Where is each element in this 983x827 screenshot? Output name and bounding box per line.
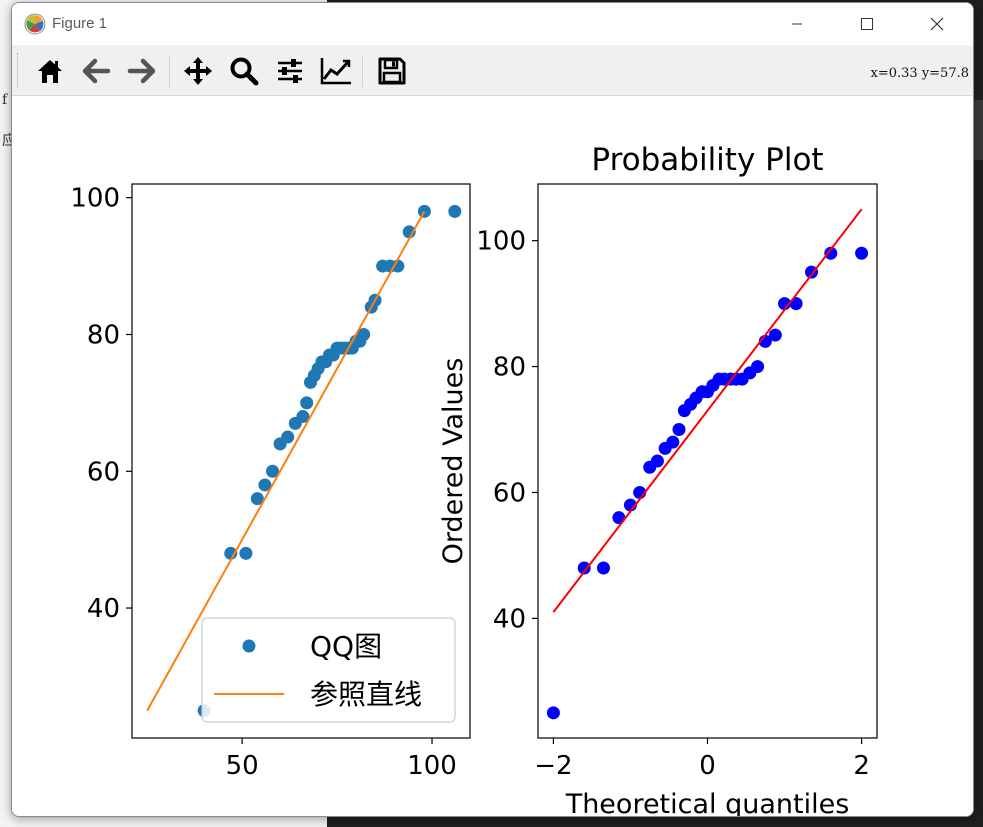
y-tick-label: 40 [493,604,526,634]
minimize-icon [792,23,802,25]
title-bar[interactable]: Figure 1 [12,3,973,45]
home-icon [38,60,62,83]
data-point [281,430,295,444]
y-tick-label: 100 [476,227,526,257]
data-point [266,464,280,478]
series-line [552,208,863,613]
configure-subplots-button[interactable] [273,54,307,88]
data-point [448,204,462,218]
line-chart-icon [320,58,351,85]
data-point [596,561,610,575]
x-tick-label: 50 [226,751,259,781]
y-tick-label: 60 [493,478,526,508]
legend-entry-label: QQ图 [310,630,382,663]
forward-button[interactable] [125,54,159,88]
x-tick-label: −2 [534,751,572,781]
minimize-button[interactable] [774,3,820,45]
chart-title: Probability Plot [591,142,823,178]
y-tick-label: 100 [70,184,120,214]
legend-marker-swatch [242,639,256,653]
magnifier-icon [230,57,259,86]
maximize-icon [861,18,873,30]
data-point [357,327,371,341]
edit-axes-button[interactable] [319,54,353,88]
data-point [300,396,314,410]
y-tick-label: 80 [87,320,120,350]
series-line [146,210,426,712]
toolbar-separator [169,55,170,87]
back-button[interactable] [79,54,113,88]
maximize-button[interactable] [844,3,890,45]
data-point [612,511,626,525]
axes-frame [131,183,471,739]
data-point [768,328,782,342]
axes-2 [532,183,878,744]
y-tick-label: 40 [87,594,120,624]
y-tick-label: 60 [87,457,120,487]
data-point [577,561,591,575]
x-tick-label: 2 [853,751,870,781]
x-tick-label: 0 [699,751,716,781]
matplotlib-logo-icon [24,13,46,35]
data-point [789,297,803,311]
cursor-coordinates: x=0.33 y=57.8 [870,66,969,81]
x-axis-label: Theoretical quantiles [565,789,850,816]
y-tick-label: 80 [493,353,526,383]
data-point [391,259,405,273]
zoom-button[interactable] [227,54,261,88]
background-text-fragment: f [2,92,8,108]
move-icon [184,57,212,85]
toolbar-separator [362,55,363,87]
close-icon [930,17,944,31]
save-button[interactable] [375,54,409,88]
data-point [258,478,272,492]
data-point [672,423,686,437]
data-point [546,706,560,720]
data-point [296,410,310,424]
data-point [824,246,838,260]
data-point [402,225,416,239]
x-tick-label: 100 [407,751,457,781]
home-button[interactable] [33,54,67,88]
pan-button[interactable] [181,54,215,88]
data-point [239,546,253,560]
figure-canvas[interactable]: 50 100 40 60 80 100 QQ图参照直线 −2 0 2 40 60 80 100 Probab… [12,96,973,816]
floppy-disk-icon [378,57,406,85]
data-point [666,435,680,449]
close-button[interactable] [914,3,960,45]
data-point [855,246,869,260]
legend [201,617,456,723]
window-title: Figure 1 [52,15,108,32]
axes-frame [537,183,878,739]
axes-1 [126,183,471,744]
sliders-icon [278,59,302,83]
data-point [224,546,238,560]
arrow-right-icon [127,58,156,84]
data-point [751,360,765,374]
legend-entry-label: 参照直线 [310,678,422,711]
legend-frame [201,617,456,723]
navigation-toolbar: x=0.33 y=57.8 [12,45,973,96]
figure-window: Figure 1 [11,2,974,817]
data-point [650,454,664,468]
y-axis-label: Ordered Values [438,358,469,565]
arrow-left-icon [82,58,111,84]
data-point [250,492,264,506]
toolbar-grip [17,53,21,87]
